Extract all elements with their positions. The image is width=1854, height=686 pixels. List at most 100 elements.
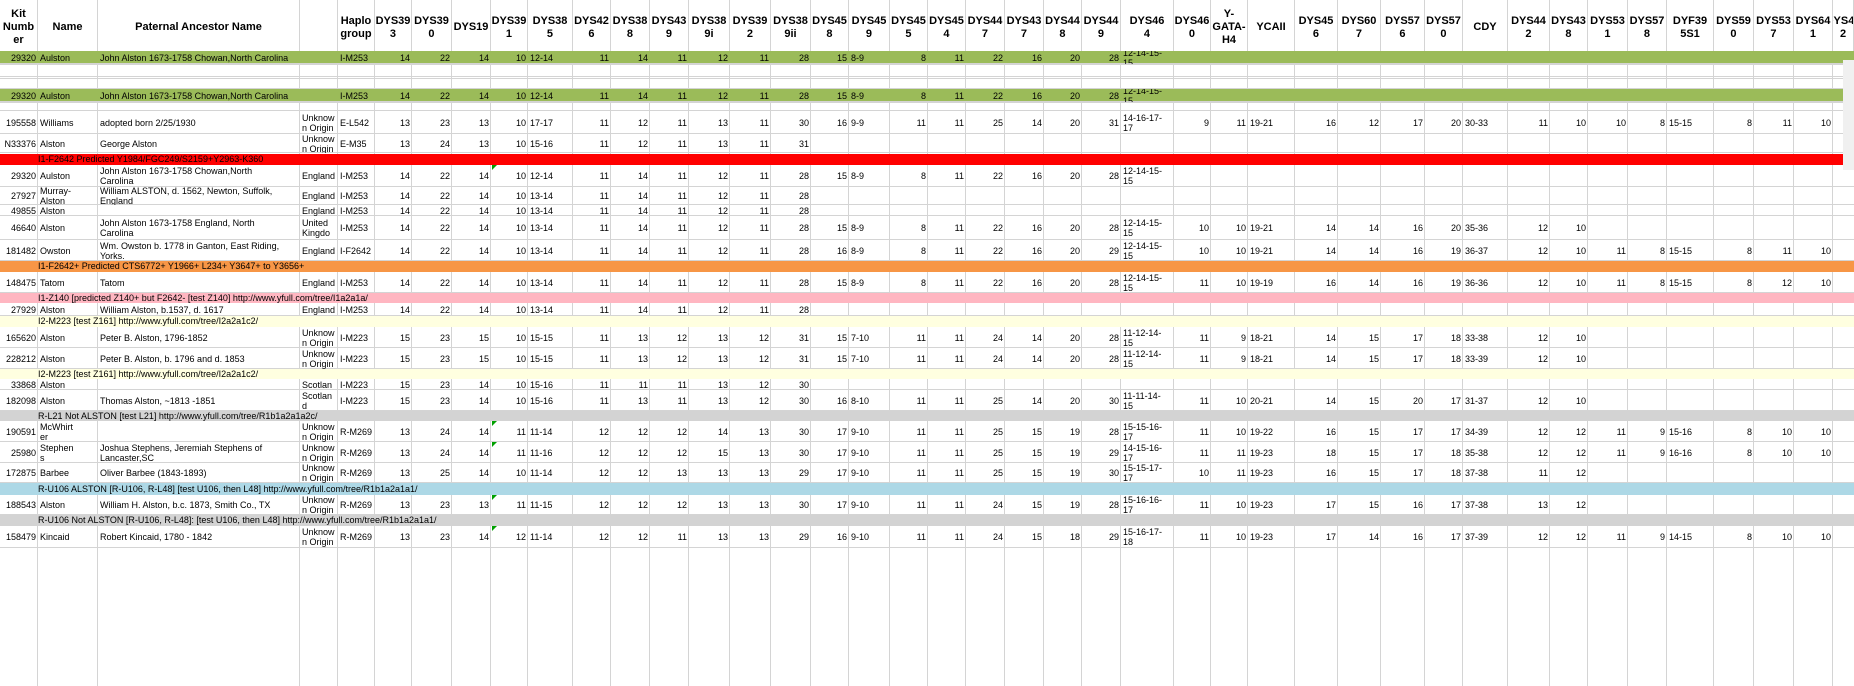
- table-cell[interactable]: 25: [992, 426, 1003, 437]
- table-cell[interactable]: 13-14: [530, 277, 554, 288]
- column-header-c37[interactable]: DYF39 5S1: [1667, 0, 1714, 55]
- table-row[interactable]: [0, 327, 1854, 348]
- table-cell[interactable]: [849, 134, 890, 153]
- table-cell[interactable]: 11: [1199, 277, 1209, 288]
- table-cell[interactable]: [811, 134, 849, 153]
- table-cell[interactable]: 10: [1198, 245, 1209, 256]
- table-cell[interactable]: 34-39: [1465, 426, 1489, 437]
- table-cell[interactable]: 14: [1325, 353, 1336, 364]
- table-cell[interactable]: William Alston, b.1537, d. 1617: [100, 304, 224, 315]
- table-cell[interactable]: 11: [916, 118, 926, 128]
- table-cell[interactable]: [1667, 51, 1714, 64]
- table-cell[interactable]: 19: [1450, 245, 1461, 256]
- table-cell[interactable]: 13: [637, 332, 648, 343]
- table-cell[interactable]: 30: [798, 118, 809, 128]
- table-cell[interactable]: 22: [439, 191, 450, 201]
- table-cell[interactable]: 22: [992, 52, 1003, 63]
- table-cell[interactable]: 12-14-15-15: [1123, 51, 1163, 64]
- table-cell[interactable]: 15-15: [530, 353, 554, 364]
- table-cell[interactable]: 12: [1537, 353, 1548, 364]
- table-row[interactable]: [0, 216, 1854, 240]
- table-cell[interactable]: [1005, 379, 1044, 390]
- table-cell[interactable]: [1211, 51, 1248, 64]
- table-cell[interactable]: [1754, 187, 1794, 205]
- column-header-c33[interactable]: DYS44 2: [1508, 0, 1550, 55]
- table-cell[interactable]: 7-10: [851, 332, 870, 343]
- table-cell[interactable]: [811, 379, 849, 390]
- table-cell[interactable]: 12: [1575, 447, 1586, 458]
- table-cell[interactable]: 15: [399, 353, 410, 364]
- table-cell[interactable]: 18: [1325, 447, 1336, 458]
- table-cell[interactable]: 12: [1537, 332, 1548, 343]
- table-cell[interactable]: [1295, 205, 1338, 216]
- table-cell[interactable]: 10: [515, 395, 526, 406]
- table-cell[interactable]: 11: [759, 52, 769, 63]
- table-cell[interactable]: 30: [798, 447, 809, 458]
- table-row[interactable]: [0, 526, 1854, 548]
- table-cell[interactable]: 13: [637, 395, 648, 406]
- table-cell[interactable]: I-M223: [340, 395, 369, 406]
- table-cell[interactable]: 11: [1616, 426, 1626, 437]
- table-cell[interactable]: 11: [677, 138, 687, 149]
- table-cell[interactable]: 22: [439, 171, 450, 181]
- table-cell[interactable]: [1667, 216, 1714, 240]
- table-cell[interactable]: adopted born 2/25/1930: [100, 118, 196, 128]
- table-cell[interactable]: [1794, 303, 1833, 316]
- table-cell[interactable]: Alston: [40, 205, 66, 216]
- table-cell[interactable]: 14: [399, 171, 410, 181]
- table-cell[interactable]: John Alston 1673-1758 England, North Car…: [100, 218, 255, 238]
- section-band[interactable]: I2-M223 [test Z161] http://www.yfull.com…: [0, 369, 1854, 379]
- table-cell[interactable]: [1667, 187, 1714, 205]
- table-cell[interactable]: 11: [954, 500, 964, 510]
- table-cell[interactable]: Unknow n Origin: [302, 327, 335, 348]
- table-cell[interactable]: 15: [836, 353, 847, 364]
- table-cell[interactable]: 11: [759, 118, 769, 128]
- table-cell[interactable]: 19: [1069, 426, 1080, 437]
- table-cell[interactable]: [1754, 390, 1794, 411]
- table-cell[interactable]: 15: [1031, 500, 1042, 510]
- table-cell[interactable]: Stephen s: [40, 442, 74, 463]
- table-cell[interactable]: John Alston 1673-1758 Chowan,North Carol…: [100, 90, 289, 101]
- table-cell[interactable]: [1550, 165, 1588, 187]
- table-cell[interactable]: [1628, 379, 1667, 390]
- table-cell[interactable]: 19: [1450, 277, 1461, 288]
- table-cell[interactable]: 8: [1746, 426, 1752, 437]
- table-cell[interactable]: 22: [439, 277, 450, 288]
- table-cell[interactable]: 8: [1746, 277, 1752, 288]
- table-cell[interactable]: 9-10: [851, 532, 870, 542]
- table-cell[interactable]: 11: [954, 353, 964, 364]
- table-cell[interactable]: 11: [1199, 426, 1209, 437]
- table-cell[interactable]: 8: [1659, 245, 1665, 256]
- table-cell[interactable]: [1754, 216, 1794, 240]
- column-header-c6[interactable]: DYS39 0: [412, 0, 452, 55]
- table-cell[interactable]: 11: [954, 52, 964, 63]
- table-cell[interactable]: 12: [598, 426, 609, 437]
- table-cell[interactable]: [1833, 240, 1854, 261]
- table-cell[interactable]: 11: [677, 532, 687, 542]
- table-cell[interactable]: 11: [916, 332, 926, 343]
- table-cell[interactable]: [1463, 134, 1508, 153]
- table-cell[interactable]: I-M223: [340, 353, 369, 364]
- table-cell[interactable]: [1463, 187, 1508, 205]
- table-cell[interactable]: [1174, 187, 1211, 205]
- table-row[interactable]: [0, 442, 1854, 463]
- table-cell[interactable]: 31: [798, 138, 809, 149]
- column-header-c24[interactable]: DYS46 4: [1121, 0, 1174, 55]
- table-cell[interactable]: 16: [1412, 277, 1423, 288]
- table-row[interactable]: [0, 134, 1854, 153]
- table-cell[interactable]: 12: [1575, 468, 1586, 478]
- table-cell[interactable]: 15-15-17- 17: [1123, 463, 1163, 483]
- table-cell[interactable]: 10: [1235, 395, 1246, 406]
- table-cell[interactable]: [1550, 51, 1588, 64]
- table-cell[interactable]: 19-21: [1250, 245, 1274, 256]
- table-cell[interactable]: 11: [954, 468, 964, 478]
- column-header-c29[interactable]: DYS60 7: [1338, 0, 1381, 55]
- column-header-c3[interactable]: [300, 0, 338, 55]
- table-cell[interactable]: [1794, 165, 1833, 187]
- table-cell[interactable]: 15-16-16- 17: [1123, 495, 1163, 515]
- table-cell[interactable]: 13: [758, 468, 769, 478]
- table-cell[interactable]: 10: [515, 118, 526, 128]
- table-row[interactable]: [0, 187, 1854, 205]
- table-cell[interactable]: 16: [1325, 426, 1336, 437]
- table-cell[interactable]: 22: [439, 205, 450, 216]
